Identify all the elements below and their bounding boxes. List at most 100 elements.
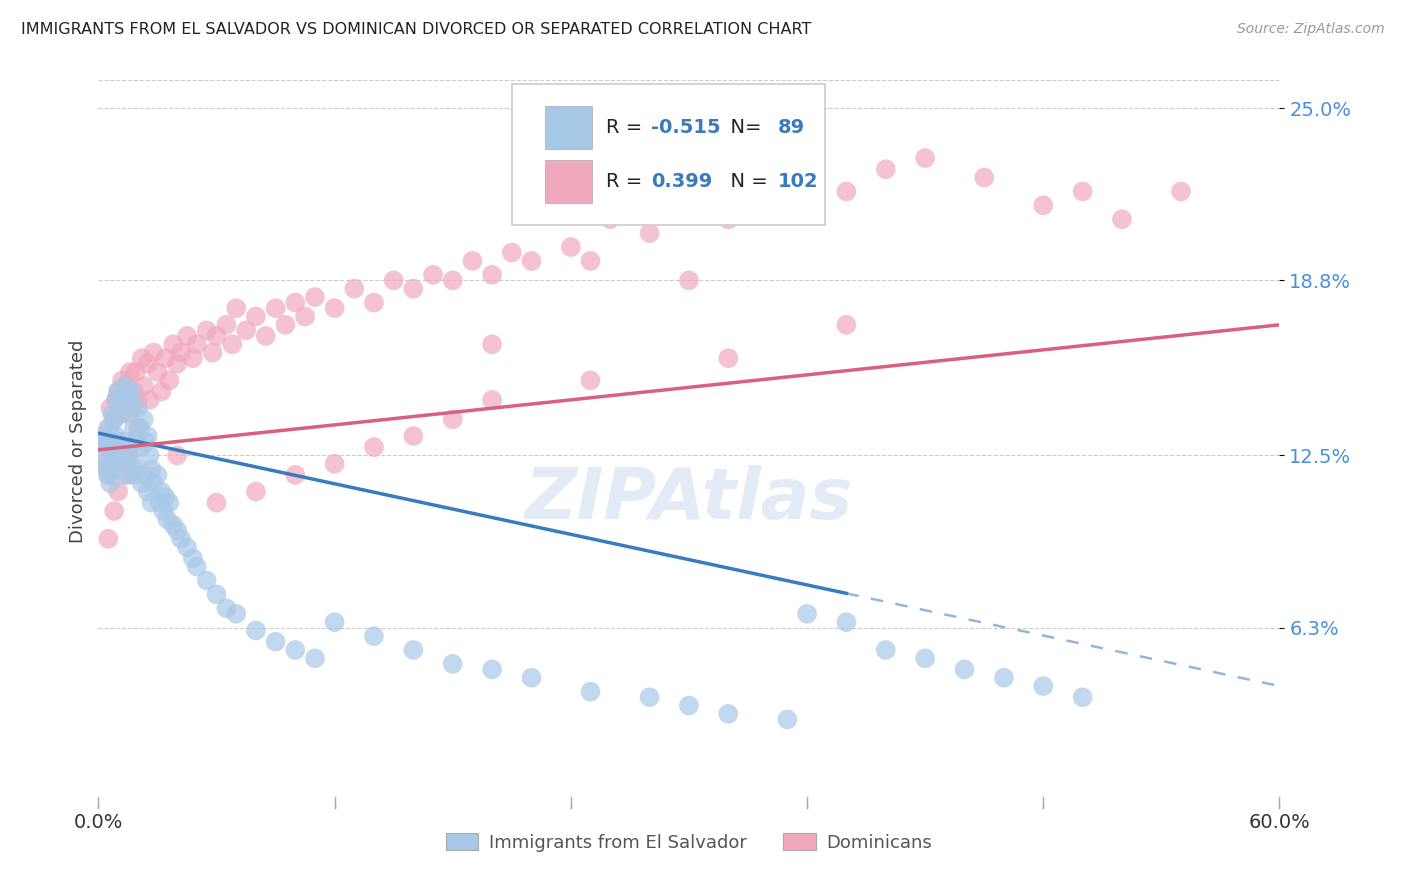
Point (101, 462, 124, 476)
Y-axis label: Divorced or Separated: Divorced or Separated (69, 340, 87, 543)
Point (520, 671, 543, 685)
Point (122, 384, 145, 399)
Point (155, 351, 177, 366)
Point (111, 449, 134, 463)
Point (835, 318, 858, 332)
Point (117, 440, 139, 454)
Point (103, 449, 125, 463)
Point (215, 318, 238, 332)
Point (122, 420, 145, 434)
Point (579, 684, 602, 698)
Point (195, 574, 218, 588)
Point (152, 504, 174, 518)
Point (441, 273, 464, 287)
Point (127, 392, 149, 407)
Point (157, 373, 180, 387)
Point (91, 429, 114, 443)
Point (225, 607, 247, 621)
Point (103, 504, 125, 518)
Point (118, 365, 141, 379)
Point (132, 412, 155, 426)
Point (155, 490, 177, 504)
Point (776, 713, 799, 727)
Point (835, 185, 858, 199)
Point (875, 643, 897, 657)
Point (117, 392, 139, 407)
Point (1032, 679, 1054, 693)
Point (146, 467, 169, 482)
Point (245, 310, 267, 324)
Point (103, 412, 125, 426)
Point (107, 484, 129, 499)
Point (115, 379, 138, 393)
Point (131, 351, 153, 366)
Point (501, 245, 523, 260)
Point (108, 392, 131, 407)
Point (131, 476, 153, 491)
Point (125, 434, 148, 449)
Point (579, 253, 602, 268)
Point (520, 253, 543, 268)
Point (186, 337, 208, 351)
Point (107, 384, 129, 399)
Point (112, 434, 135, 449)
Point (101, 462, 124, 476)
Point (422, 268, 444, 282)
Point (717, 351, 740, 366)
Point (107, 440, 129, 454)
Point (323, 457, 346, 471)
Point (993, 671, 1015, 685)
Point (146, 365, 169, 379)
Point (402, 643, 425, 657)
Point (441, 412, 464, 426)
Point (96, 434, 118, 449)
Point (107, 457, 129, 471)
Point (678, 207, 700, 221)
Point (111, 440, 134, 454)
Point (304, 651, 326, 665)
Point (98, 420, 121, 434)
Text: N=: N= (718, 118, 768, 136)
Point (181, 351, 204, 366)
Point (461, 253, 484, 268)
Point (105, 392, 128, 407)
Point (105, 434, 128, 449)
Point (118, 449, 141, 463)
Text: 89: 89 (778, 118, 804, 136)
Point (141, 462, 163, 476)
Point (132, 379, 155, 393)
Point (115, 384, 138, 399)
Point (717, 212, 740, 227)
Point (678, 698, 700, 713)
Point (103, 449, 125, 463)
Point (1170, 185, 1192, 199)
Point (121, 401, 143, 416)
Point (121, 384, 143, 399)
Point (481, 337, 503, 351)
Point (973, 170, 995, 185)
Point (93, 457, 115, 471)
Point (363, 295, 385, 310)
Point (195, 323, 218, 337)
Point (382, 273, 405, 287)
Text: IMMIGRANTS FROM EL SALVADOR VS DOMINICAN DIVORCED OR SEPARATED CORRELATION CHART: IMMIGRANTS FROM EL SALVADOR VS DOMINICAN… (21, 22, 811, 37)
Point (1111, 212, 1133, 227)
Point (638, 690, 661, 705)
Point (107, 384, 129, 399)
Point (135, 434, 157, 449)
Point (125, 365, 148, 379)
Point (363, 440, 385, 454)
Point (96, 440, 118, 454)
Point (205, 587, 228, 601)
Point (363, 629, 385, 643)
Point (98, 457, 121, 471)
Point (127, 462, 149, 476)
Point (678, 273, 700, 287)
Point (638, 226, 661, 240)
Point (141, 496, 163, 510)
FancyBboxPatch shape (512, 84, 825, 225)
Point (170, 345, 193, 359)
Text: Source: ZipAtlas.com: Source: ZipAtlas.com (1237, 22, 1385, 37)
Point (117, 407, 139, 421)
Point (97, 440, 120, 454)
